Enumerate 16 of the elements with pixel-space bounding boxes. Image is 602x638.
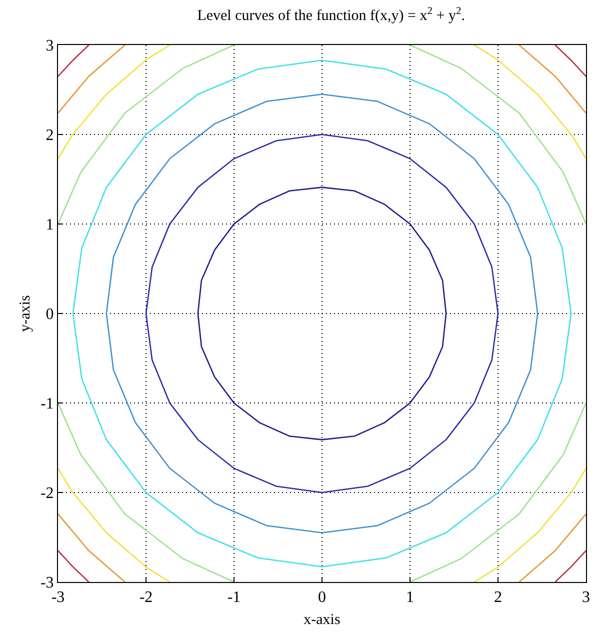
x-tick-label: 3 bbox=[582, 589, 590, 606]
y-tick-label: -1 bbox=[40, 396, 54, 413]
x-tick-label: -1 bbox=[227, 589, 241, 606]
x-tick-label: -2 bbox=[139, 589, 153, 606]
y-axis-title: y-axis bbox=[18, 295, 34, 332]
y-tick-label: 2 bbox=[46, 127, 54, 144]
y-tick-label: 3 bbox=[46, 38, 54, 55]
x-tick-label: 2 bbox=[494, 589, 502, 606]
y-tick-label: -2 bbox=[40, 485, 54, 502]
y-tick-label: 1 bbox=[46, 216, 54, 234]
y-tick-label: -3 bbox=[40, 574, 54, 592]
x-tick-label: 0 bbox=[318, 589, 326, 606]
y-tick-label: 0 bbox=[46, 306, 54, 324]
x-axis-title: x-axis bbox=[304, 612, 340, 628]
x-tick-label: 1 bbox=[406, 589, 414, 606]
chart-title: Level curves of the function f(x,y) = x$^{2}$ + y$^{2}$. bbox=[197, 6, 465, 24]
